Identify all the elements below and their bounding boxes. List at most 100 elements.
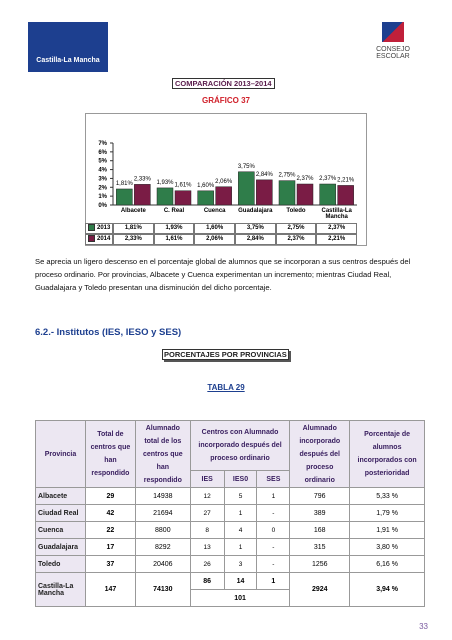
cell: 1 xyxy=(223,504,258,522)
section-subtitle: PORCENTAJES POR PROVINCIAS xyxy=(162,349,289,360)
cell: 168 xyxy=(289,521,351,539)
table-row: Toledo 37 20406 26 3-1256 6,16 % xyxy=(35,555,425,573)
x-tick-label: Albacete xyxy=(120,208,146,214)
data-label: 2,75% xyxy=(278,173,296,179)
legend-swatch xyxy=(88,235,95,242)
bar xyxy=(156,187,174,206)
logo-text: Castilla-La Mancha xyxy=(36,57,100,64)
cell: 1,91 % xyxy=(349,521,425,539)
bar xyxy=(256,179,273,206)
bar xyxy=(174,190,192,206)
chart-frame xyxy=(85,113,367,246)
cell: 37 xyxy=(84,555,136,573)
data-table-cell: 1,61% xyxy=(153,234,195,245)
data-table-cell: 2,37% xyxy=(316,223,357,234)
logo: Castilla-La Mancha xyxy=(28,22,108,72)
cell: 13 xyxy=(189,538,225,556)
data-table-cell: 2,37% xyxy=(275,234,317,245)
cell: 101 xyxy=(189,589,291,607)
cell: 21694 xyxy=(134,504,191,522)
logo-text: CONSEJO ESCOLAR xyxy=(376,46,410,60)
data-table-cell: 2,21% xyxy=(316,234,357,245)
cell: 29 xyxy=(84,487,136,505)
y-tick-label: 4% xyxy=(98,168,107,174)
logo: CONSEJO ESCOLAR xyxy=(362,22,424,72)
data-label: 1,81% xyxy=(116,181,134,187)
cell: 8292 xyxy=(134,538,191,556)
y-tick-label: 2% xyxy=(98,185,107,191)
data-label: 1,61% xyxy=(174,183,192,189)
cell: 3,80 % xyxy=(349,538,425,556)
cell: 5,33 % xyxy=(349,487,425,505)
figure-title: COMPARACIÓN 2013–2014 xyxy=(172,78,275,89)
legend-entry: 2014 xyxy=(85,234,113,245)
header-cell: SES xyxy=(256,470,291,488)
cell: 1256 xyxy=(289,555,351,573)
data-table-cell: 2,33% xyxy=(113,234,154,245)
data-table-cell: 2,75% xyxy=(275,223,317,234)
y-tick-label: 3% xyxy=(98,176,107,182)
cell: 27 xyxy=(189,504,225,522)
cell: 20406 xyxy=(134,555,191,573)
cell: 74130 xyxy=(134,572,191,607)
data-table-cell: 3,75% xyxy=(235,223,276,234)
table: Provincia Total de centros que han respon… xyxy=(35,420,425,607)
figure-label: GRÁFICO 37 xyxy=(201,96,250,105)
header-cell: Porcentaje de alumnos incorporados con p… xyxy=(349,420,425,488)
data-label: 2,37% xyxy=(319,176,337,182)
header-cell: Total de centros que han respondido xyxy=(84,420,136,488)
legend-swatch xyxy=(88,224,95,231)
data-label: 2,84% xyxy=(256,172,274,178)
cell: 1,79 % xyxy=(349,504,425,522)
x-tick-label: C. Real xyxy=(163,208,185,214)
data-table-cell: 2,84% xyxy=(235,234,276,245)
cell: 26 xyxy=(189,555,225,573)
cell: Cuenca xyxy=(35,521,86,539)
paragraph: Se aprecia un ligero descenso en el porc… xyxy=(35,257,411,292)
cell: 389 xyxy=(289,504,351,522)
bar xyxy=(278,180,296,206)
header-cell: Provincia xyxy=(35,420,86,488)
cell: Ciudad Real xyxy=(35,504,86,522)
data-table-cell: 1,93% xyxy=(153,223,195,234)
y-tick-label: 7% xyxy=(98,141,107,147)
cell: 3 xyxy=(223,555,258,573)
header-cell: Alumnado total de los centros que han re… xyxy=(134,420,191,488)
y-tick-label: 1% xyxy=(98,194,107,200)
cell: 42 xyxy=(84,504,136,522)
cell: - xyxy=(256,555,291,573)
y-tick-label: 6% xyxy=(98,150,107,156)
table-row: Albacete 29 14938 12 5 1 796 5,33 % xyxy=(35,487,425,505)
data-label: 1,60% xyxy=(197,183,215,189)
cell: 14938 xyxy=(134,487,191,505)
x-tick-label: Cuenca xyxy=(203,208,226,214)
cell: 3,94 % xyxy=(349,572,425,607)
data-table-cell: 1,60% xyxy=(194,223,235,234)
cell: 6,16 % xyxy=(349,555,425,573)
bar xyxy=(238,171,255,206)
cell: - xyxy=(256,538,291,556)
cell: 315 xyxy=(289,538,351,556)
cell: - xyxy=(256,504,291,522)
cell: 22 xyxy=(84,521,136,539)
cell: 796 xyxy=(289,487,351,505)
chart-plot: 0% 1% 2% 3% 4% 5% 6% 7% 1,81% 1,93% 1,60% 3,75% 2,75… xyxy=(98,141,357,209)
header-cell: Alumnado incorporado después del proceso… xyxy=(289,420,351,488)
table-row: Cuenca 22 8800 8 4 0 168 1,91 % xyxy=(35,521,425,539)
header-cell: IES xyxy=(189,470,225,488)
cell: 14 xyxy=(223,572,258,590)
bar xyxy=(215,186,232,206)
cell: 1 xyxy=(256,572,291,590)
cell: 1 xyxy=(256,487,291,505)
chart: 0% 1% 2% 3% 4% 5% 6% 7% 1,81% 1,93% 1,60% 3,75% 2,75… xyxy=(0,0,452,250)
page-number: 33 xyxy=(419,622,428,631)
cell: Guadalajara xyxy=(35,538,86,556)
table-title: TABLA 29 xyxy=(207,383,245,392)
cell: 8800 xyxy=(134,521,191,539)
bar xyxy=(197,190,214,206)
section-heading: 6.2.- Institutos (IES, IESO y SES) xyxy=(35,327,182,338)
data-table-cell: 2,06% xyxy=(194,234,235,245)
cell: 1 xyxy=(223,538,258,556)
header-cell: IES0 xyxy=(223,470,258,488)
